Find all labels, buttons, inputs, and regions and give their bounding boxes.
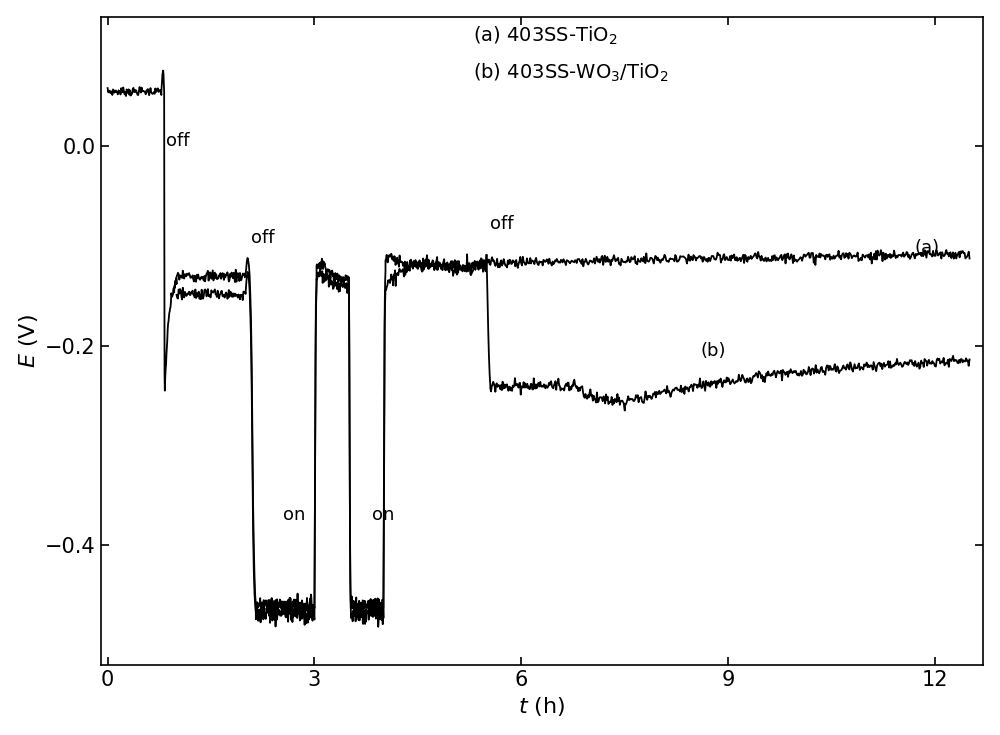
Text: (a) 403SS-TiO$_2$: (a) 403SS-TiO$_2$ — [473, 24, 618, 47]
Text: (b) 403SS-WO$_3$/TiO$_2$: (b) 403SS-WO$_3$/TiO$_2$ — [473, 62, 669, 84]
Text: off: off — [166, 132, 189, 151]
X-axis label: $t$ (h): $t$ (h) — [518, 695, 566, 718]
Text: (b): (b) — [701, 342, 726, 359]
Text: (a): (a) — [914, 239, 940, 257]
Text: on: on — [283, 506, 306, 524]
Text: off: off — [251, 229, 275, 247]
Text: on: on — [372, 506, 394, 524]
Text: off: off — [490, 215, 514, 233]
Y-axis label: $E$ (V): $E$ (V) — [17, 314, 40, 368]
